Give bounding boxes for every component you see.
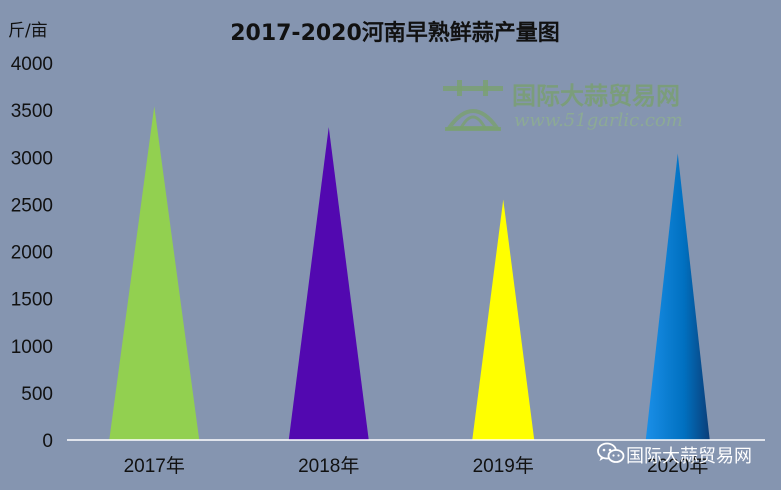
y-axis: 0 500 1000 1500 2000 2500 3000 3500 4000 [11, 54, 53, 452]
y-tick-label: 500 [21, 384, 53, 405]
y-tick-label: 2000 [11, 243, 53, 264]
y-tick-label: 2500 [11, 195, 53, 216]
wechat-badge-text: 国际大蒜贸易网 [626, 446, 752, 467]
y-tick-label: 4000 [11, 54, 53, 75]
watermark-url: www.51garlic.com [514, 110, 683, 131]
watermark-text: 国际大蒜贸易网 [512, 82, 680, 110]
y-tick-label: 1500 [11, 290, 53, 311]
chart-title: 2017-2020河南早熟鲜蒜产量图 [230, 20, 560, 46]
bar [288, 127, 369, 440]
garlic-logo-icon [443, 80, 503, 131]
x-tick-label: 2018年 [298, 455, 359, 477]
x-tick-label: 2019年 [473, 455, 534, 477]
bar [109, 106, 200, 440]
bar [645, 153, 710, 441]
wechat-badge: 国际大蒜贸易网 [597, 442, 752, 467]
unit-label: 斤/亩 [8, 21, 48, 41]
bars [109, 106, 710, 441]
y-tick-label: 3500 [11, 101, 53, 122]
x-axis: 2017年 2018年 2019年 2020年 [124, 455, 709, 477]
x-tick-label: 2017年 [124, 455, 185, 477]
x-tick-label: 2020年 [647, 455, 708, 477]
y-tick-label: 0 [42, 431, 53, 452]
bar [472, 199, 535, 440]
y-tick-label: 1000 [11, 337, 53, 358]
wechat-icon [597, 442, 625, 463]
watermark: 国际大蒜贸易网 www.51garlic.com [443, 80, 683, 131]
y-tick-label: 3000 [11, 148, 53, 169]
